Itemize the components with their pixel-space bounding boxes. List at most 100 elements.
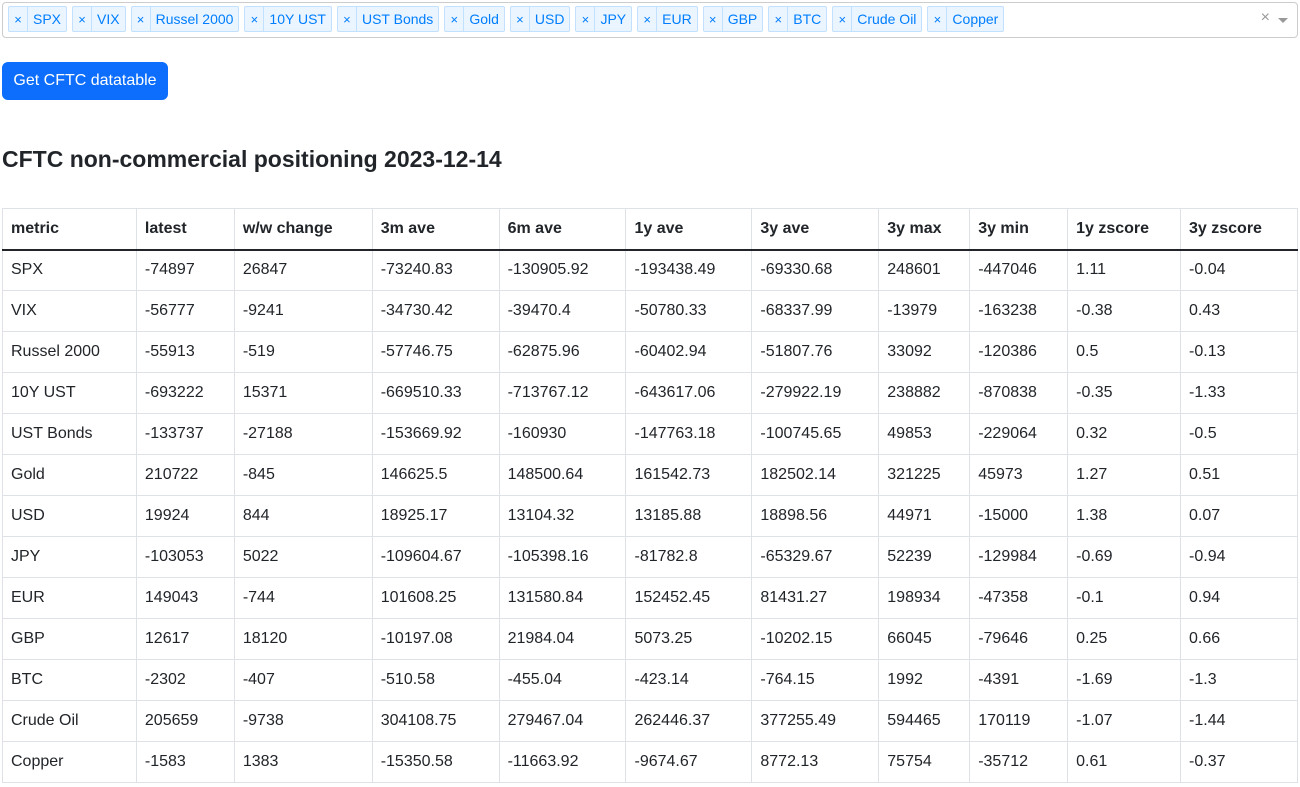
selected-chip[interactable]: × VIX: [72, 6, 126, 32]
page-title: CFTC non-commercial positioning 2023-12-…: [2, 146, 502, 172]
remove-chip-icon[interactable]: ×: [9, 7, 28, 31]
remove-chip-icon[interactable]: ×: [132, 7, 151, 31]
chip-label: Copper: [952, 11, 999, 27]
table-cell: -0.38: [1067, 290, 1182, 332]
table-cell: -713767.12: [498, 372, 627, 414]
table-cell: -455.04: [498, 659, 627, 701]
table-cell: -845: [233, 454, 373, 496]
table-cell: 12617: [135, 618, 235, 660]
table-cell: Copper: [2, 741, 137, 783]
table-cell: EUR: [2, 577, 137, 619]
table-cell: -1.69: [1067, 659, 1182, 701]
remove-chip-icon[interactable]: ×: [638, 7, 658, 31]
remove-chip-icon[interactable]: ×: [576, 7, 596, 31]
table-cell: UST Bonds: [2, 413, 137, 455]
selected-chip[interactable]: × SPX: [8, 6, 68, 32]
table-cell: -764.15: [751, 659, 880, 701]
table-cell: -447046: [969, 249, 1069, 291]
table-cell: -0.13: [1180, 331, 1298, 373]
table-cell: -11663.92: [498, 741, 627, 783]
table-row: SPX -74897 26847 -73240.83 -130905.92 -193438…: [2, 249, 1298, 291]
table-cell: 18898.56: [751, 495, 880, 537]
table-cell: -79646: [969, 618, 1069, 660]
table-cell: 262446.37: [625, 700, 753, 742]
table-cell: -2302: [135, 659, 235, 701]
remove-chip-icon[interactable]: ×: [704, 7, 723, 31]
table-cell: -1.07: [1067, 700, 1182, 742]
column-header: w/w change: [233, 208, 373, 251]
column-header: metric: [2, 208, 137, 251]
table-cell: -130905.92: [498, 249, 627, 291]
table-cell: -0.5: [1180, 413, 1298, 455]
selected-chip[interactable]: × UST Bonds: [336, 6, 440, 32]
table-cell: -1.44: [1180, 700, 1298, 742]
table-cell: 0.94: [1180, 577, 1298, 619]
table-row: EUR 149043 -744 101608.25 131580.84 152452.45…: [2, 577, 1298, 619]
table-cell: 81431.27: [751, 577, 880, 619]
selected-chip[interactable]: × Russel 2000: [130, 6, 240, 32]
selected-chip[interactable]: × Copper: [927, 6, 1005, 32]
table-row: Russel 2000 -55913 -519 -57746.75 -62875.96-…: [2, 331, 1298, 373]
selected-chip[interactable]: × USD: [509, 6, 571, 32]
selected-chip[interactable]: × 10Y UST: [244, 6, 332, 32]
remove-chip-icon[interactable]: ×: [73, 7, 93, 31]
selected-chip[interactable]: × Gold: [444, 6, 505, 32]
remove-chip-icon[interactable]: ×: [511, 7, 530, 31]
get-datatable-button[interactable]: Get CFTC datatable: [2, 62, 168, 100]
selected-chip[interactable]: × Crude Oil: [832, 6, 923, 32]
table-cell: 0.61: [1067, 741, 1182, 783]
table-cell: 52239: [878, 536, 971, 578]
column-header: 1y ave: [625, 208, 753, 251]
table-cell: 279467.04: [498, 700, 627, 742]
table-cell: 304108.75: [371, 700, 500, 742]
table-cell: -68337.99: [751, 290, 880, 332]
remove-chip-icon[interactable]: ×: [833, 7, 853, 31]
column-header: 3y max: [878, 208, 971, 251]
table-row: Crude Oil 205659 -9738 304108.75 279467.04 26…: [2, 700, 1298, 742]
table-cell: -0.1: [1067, 577, 1182, 619]
remove-chip-icon[interactable]: ×: [769, 7, 789, 31]
remove-chip-icon[interactable]: ×: [928, 7, 948, 31]
selected-chip[interactable]: × BTC: [768, 6, 828, 32]
table-cell: -0.94: [1180, 536, 1298, 578]
dropdown-arrow-icon[interactable]: [1278, 18, 1288, 23]
selected-chip[interactable]: × GBP: [702, 6, 764, 32]
table-cell: -74897: [135, 249, 235, 291]
column-header: 1y zscore: [1067, 208, 1182, 251]
clear-all-icon[interactable]: ×: [1260, 9, 1270, 26]
column-header: 3y zscore: [1180, 208, 1298, 251]
column-header: 3y ave: [751, 208, 880, 251]
table-cell: 161542.73: [625, 454, 753, 496]
selected-chip[interactable]: × JPY: [575, 6, 633, 32]
table-row: Copper -1583 1383 -15350.58 -11663.92 -9674.6…: [2, 741, 1298, 783]
remove-chip-icon[interactable]: ×: [245, 7, 265, 31]
table-cell: 0.32: [1067, 413, 1182, 455]
chip-label: EUR: [662, 11, 692, 27]
remove-chip-icon[interactable]: ×: [445, 7, 465, 31]
table-cell: -35712: [969, 741, 1069, 783]
table-cell: USD: [2, 495, 137, 537]
remove-chip-icon[interactable]: ×: [338, 7, 357, 31]
table-cell: 182502.14: [751, 454, 880, 496]
table-cell: 1.27: [1067, 454, 1182, 496]
chip-label: Crude Oil: [857, 11, 917, 27]
table-row: VIX -56777 -9241 -34730.42 -39470.4 -50780.33…: [2, 290, 1298, 332]
table-row: USD 19924 844 18925.17 13104.32 13185.88 18898…: [2, 495, 1298, 537]
table-cell: -423.14: [625, 659, 753, 701]
table-cell: 238882: [878, 372, 971, 414]
table-cell: -51807.76: [751, 331, 880, 373]
table-cell: 210722: [135, 454, 235, 496]
table-cell: -279922.19: [751, 372, 880, 414]
table-cell: -693222: [135, 372, 235, 414]
table-header-row: metric latest w/w change 3m ave 6m ave 1y ave…: [2, 208, 1298, 251]
selected-chip[interactable]: × EUR: [637, 6, 698, 32]
table-cell: -669510.33: [371, 372, 500, 414]
table-cell: -133737: [135, 413, 235, 455]
table-cell: 198934: [878, 577, 971, 619]
table-cell: -15350.58: [371, 741, 500, 783]
selected-chips: × SPX × VIX × Russel 2000 × 10Y UST × UST Bonds × G…: [8, 6, 1005, 32]
table-cell: -0.35: [1067, 372, 1182, 414]
table-cell: -9241: [233, 290, 373, 332]
instrument-multiselect[interactable]: × SPX × VIX × Russel 2000 × 10Y UST × UST Bonds × G…: [2, 2, 1298, 38]
table-cell: -57746.75: [371, 331, 500, 373]
